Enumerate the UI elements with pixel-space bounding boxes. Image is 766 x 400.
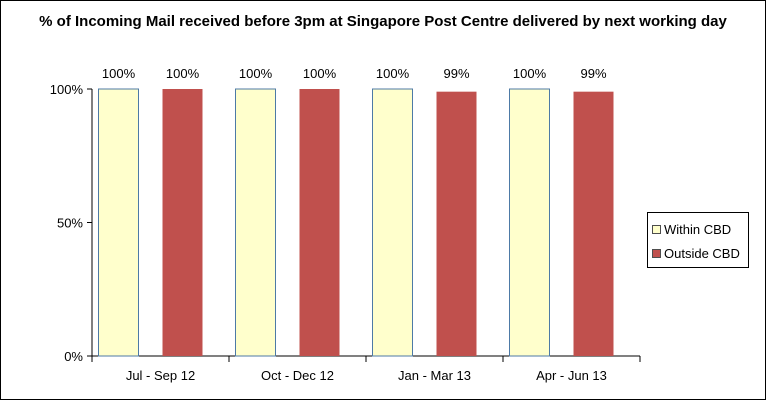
data-label: 100% [239, 66, 273, 81]
legend-label-outside-cbd: Outside CBD [664, 245, 740, 261]
legend-item-outside-cbd: Outside CBD [652, 245, 740, 261]
legend-label-within-cbd: Within CBD [664, 221, 732, 237]
x-category-label: Apr - Jun 13 [536, 368, 607, 383]
bar [98, 88, 139, 357]
legend-item-within-cbd: Within CBD [652, 221, 731, 237]
y-tick-label: 100% [50, 82, 84, 97]
data-label: 100% [513, 66, 547, 81]
data-label: 100% [166, 66, 200, 81]
x-category-label: Oct - Dec 12 [261, 368, 334, 383]
legend-swatch-within-cbd [652, 224, 661, 234]
legend-swatch-outside-cbd [652, 248, 661, 258]
bar [436, 91, 477, 357]
data-label: 100% [102, 66, 136, 81]
data-label: 100% [376, 66, 410, 81]
chart-title: % of Incoming Mail received before 3pm a… [39, 13, 727, 30]
bar [235, 88, 276, 357]
bar [372, 88, 413, 357]
data-label: 99% [443, 66, 469, 81]
legend: Within CBD Outside CBD [647, 212, 749, 268]
bar [573, 91, 614, 357]
x-category-label: Jan - Mar 13 [398, 368, 471, 383]
x-category-label: Jul - Sep 12 [126, 368, 195, 383]
y-tick-label: 50% [57, 216, 83, 231]
data-label: 99% [580, 66, 606, 81]
y-tick-label: 0% [64, 349, 83, 364]
bar [509, 88, 550, 357]
data-label: 100% [303, 66, 337, 81]
bar [299, 89, 340, 356]
bar [162, 89, 203, 356]
